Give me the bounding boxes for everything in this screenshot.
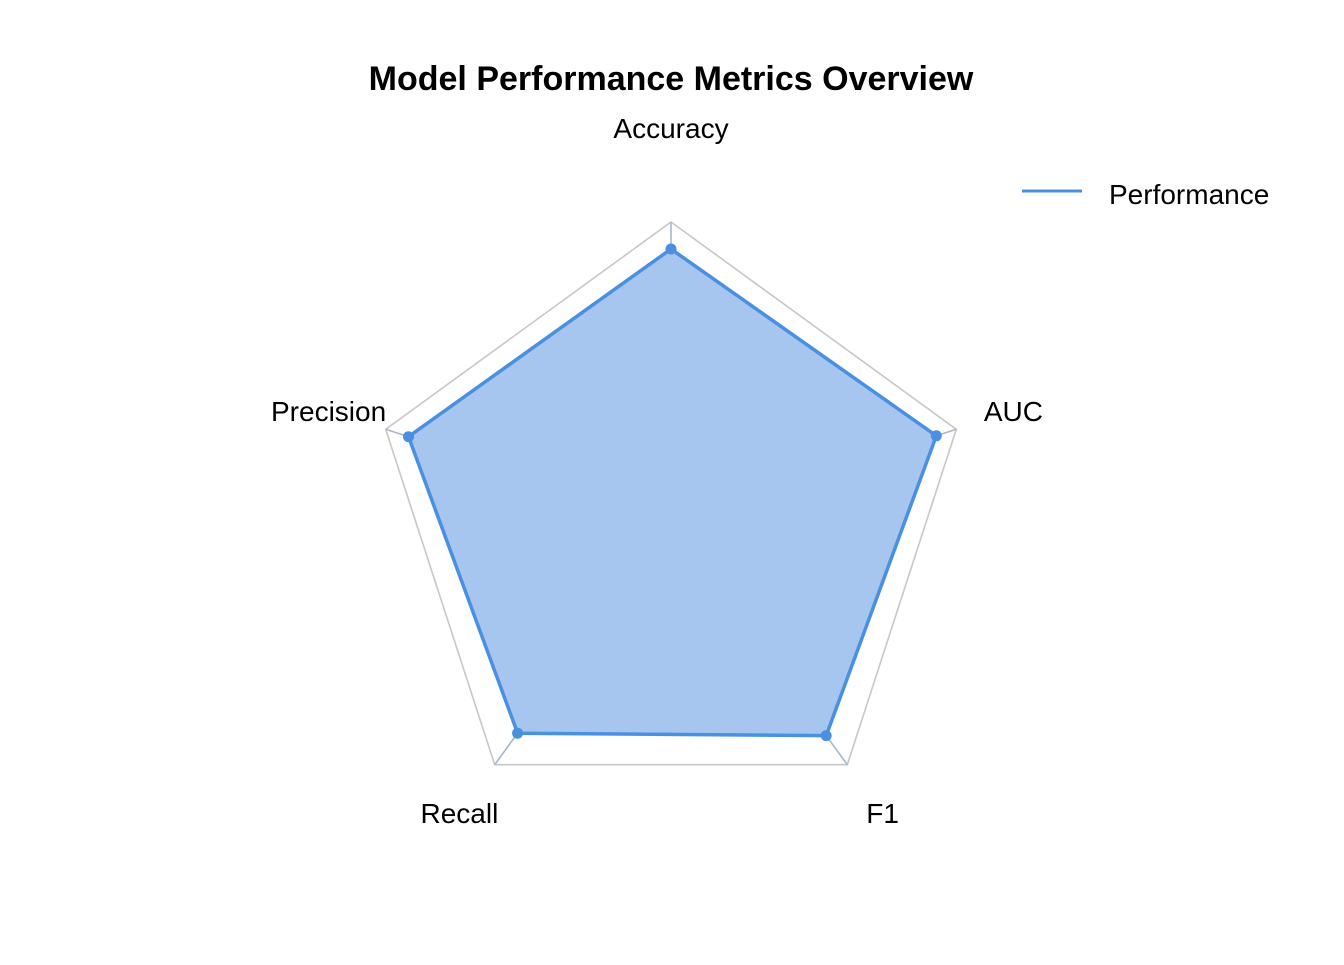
axis-labels: Accuracy AUC F1 Recall Precision bbox=[271, 113, 1043, 829]
axis-label-recall: Recall bbox=[420, 798, 498, 829]
data-point-auc bbox=[930, 430, 942, 442]
series-area-performance bbox=[406, 247, 939, 738]
legend-label-performance: Performance bbox=[1109, 179, 1269, 210]
legend: Performance bbox=[1022, 179, 1269, 210]
data-point-precision bbox=[403, 431, 414, 443]
axis-label-f1: F1 bbox=[866, 798, 899, 829]
axis-label-accuracy: Accuracy bbox=[613, 113, 728, 144]
axis-label-auc: AUC bbox=[984, 396, 1043, 427]
grid-ring-5 bbox=[384, 221, 958, 766]
data-point-recall bbox=[512, 727, 524, 739]
axis-label-precision: Precision bbox=[271, 396, 386, 427]
data-point-f1 bbox=[820, 730, 832, 742]
radar-series bbox=[403, 243, 942, 742]
chart-title: Model Performance Metrics Overview bbox=[369, 60, 974, 98]
data-point-accuracy bbox=[665, 243, 677, 255]
